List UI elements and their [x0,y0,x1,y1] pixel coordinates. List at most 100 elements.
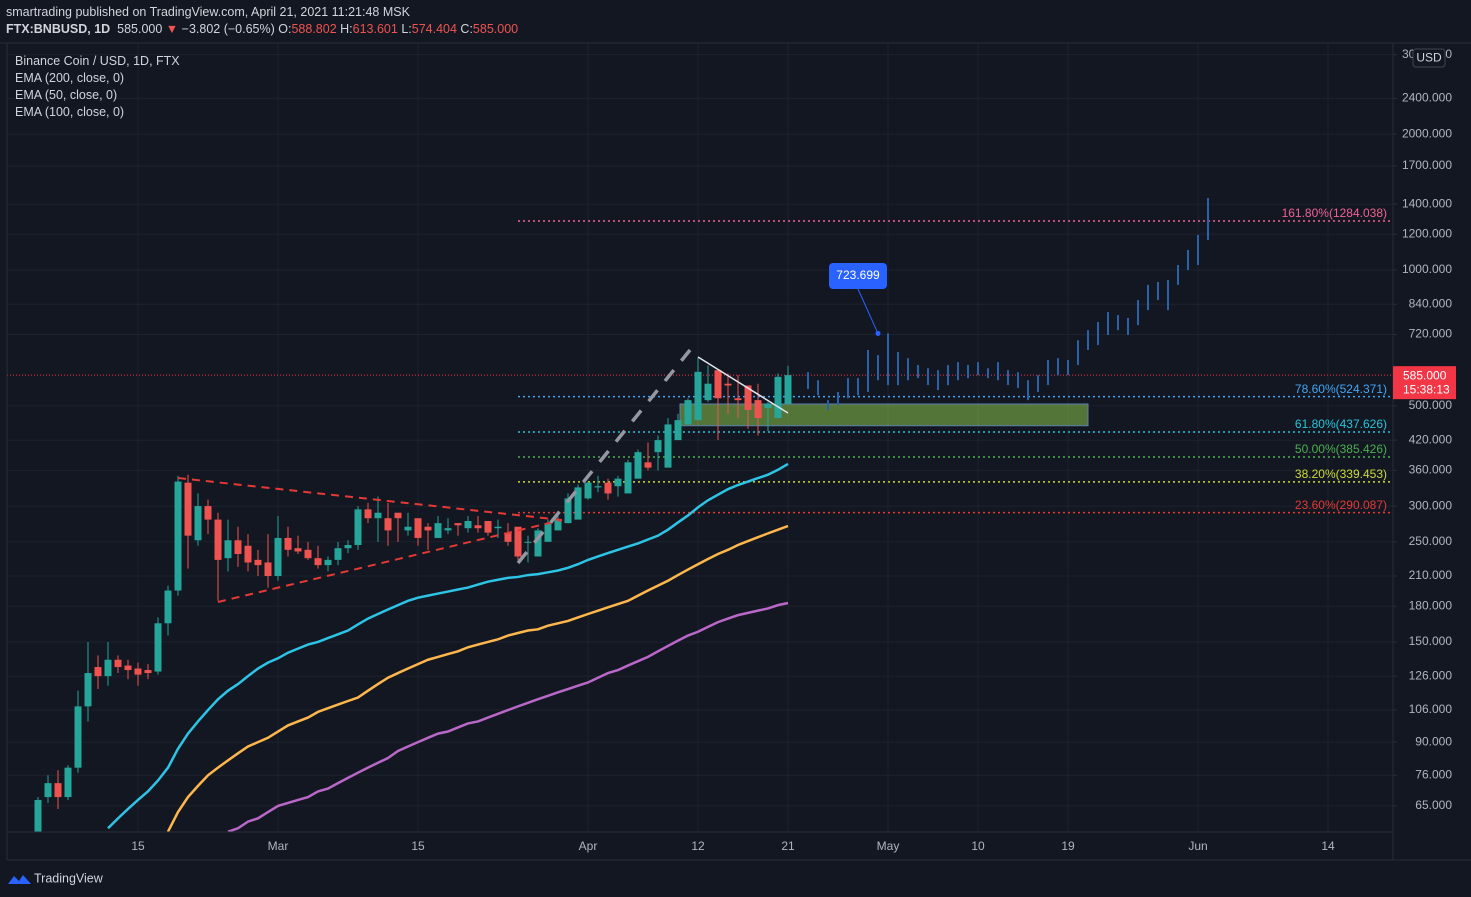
instrument: Binance Coin / USD, 1D, FTX [15,54,180,68]
y-tick-label: 1400.000 [1402,196,1452,210]
trend-line [697,356,789,414]
candle-body [544,523,552,542]
footer: TradingView [8,871,104,885]
candle-body [254,559,262,566]
candle-body [194,506,202,541]
candle-body [484,521,492,533]
zone [679,403,1089,427]
brand-logo [8,875,31,884]
y-tick-label: 250.000 [1409,534,1453,548]
legend-entry: EMA (100, close, 0) [15,105,125,119]
candle-body [344,544,352,549]
candle-body [704,383,712,401]
header-published: smartrading published on TradingView.com… [6,5,410,19]
candle-body [424,526,432,531]
y-tick-label: 1000.000 [1402,262,1452,276]
change: −3.802 (−0.65%) [181,22,275,36]
y-tick-label: 360.000 [1409,463,1453,477]
candle-body [524,541,532,543]
candle-body [284,537,292,550]
candle-body [264,562,272,577]
candle-body [664,424,672,468]
ohlc-value: 613.601 [352,22,398,36]
candle-body [204,506,212,520]
candle-body [364,509,372,519]
candle-body [154,623,162,672]
fib-label: 78.60%(524.371) [1295,382,1387,396]
x-tick-label: Mar [268,839,289,853]
candle-body [234,540,242,554]
candle-body [684,400,692,425]
candle-body [94,667,102,677]
candle-body [744,385,752,410]
ema-line [107,462,789,830]
candle-body [694,371,702,421]
callout-pointer [857,288,879,334]
y-tick-label: 210.000 [1409,568,1453,582]
triangle-bottom [217,519,563,603]
candle-body [634,452,642,479]
legend-entry: EMA (50, close, 0) [15,88,118,102]
candle-body [534,530,542,557]
fib-label: 50.00%(385.426) [1295,442,1387,456]
candle-body [384,518,392,531]
candle-body [464,521,472,529]
symbol: FTX:BNBUSD, 1D [6,22,111,36]
drawings [177,348,789,603]
candle-body [144,670,152,674]
x-tick-label: 15 [131,839,145,853]
y-tick-label: 76.000 [1415,767,1452,781]
brand: TradingView [34,871,104,885]
candle-body [644,462,652,468]
y-tick-label: 106.000 [1409,702,1453,716]
ohlc-label: L: [401,22,412,36]
candle-body [734,398,742,401]
candle-body [214,519,222,560]
candle-body [54,783,62,798]
ohlc-label: C: [460,22,473,36]
candle-body [74,706,82,768]
y-tick-label: 90.000 [1415,734,1452,748]
candle-body [44,783,52,798]
candle-body [494,526,502,529]
candle-body [774,376,782,419]
candle-body [764,403,772,408]
callout-point [875,330,881,336]
fib-label: 38.20%(339.453) [1295,467,1387,481]
y-tick-label: 720.000 [1409,327,1453,341]
y-tick-label: 2400.000 [1402,91,1452,105]
candle-body [714,370,722,399]
candle-body [434,523,442,538]
currency-frame [1412,48,1446,68]
candle-body [354,509,362,545]
x-tick-label: 19 [1061,839,1075,853]
x-tick-label: 14 [1321,839,1335,853]
legend: Binance Coin / USD, 1D, FTX EMA (200, cl… [15,53,180,121]
trend-dashed [516,348,692,565]
currency-label: USD [1416,51,1442,65]
y-tick-label: 1200.000 [1402,226,1452,240]
candle-body [304,549,312,559]
candle-body [504,532,512,542]
candle-body [274,537,282,577]
ohlc-label: H: [340,22,353,36]
candle-body [244,545,252,563]
candle-body [174,481,182,591]
header-quote: FTX:BNBUSD, 1D 585.000 ▼ −3.802 (−0.65%)… [6,22,518,36]
candle-body [514,526,522,557]
price: 585.000 [117,22,163,36]
candle-body [114,659,122,668]
fib-label: 23.60%(290.087) [1295,498,1387,512]
candle-body [184,482,192,536]
plot-area [7,198,1393,832]
candle-body [164,590,172,624]
candle-body [574,487,582,520]
x-tick-label: Apr [579,839,598,853]
x-tick-label: Jun [1188,839,1207,853]
change-arrow: ▼ [165,22,179,36]
candle-body [414,518,422,538]
ema-line [166,524,789,832]
candle-body [624,462,632,494]
